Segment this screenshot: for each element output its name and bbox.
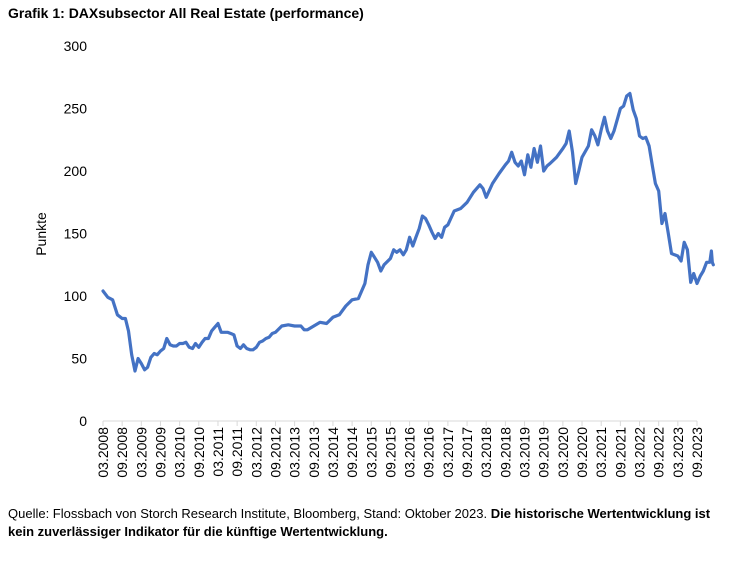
disclaimer-text: Die historische Wertentwicklung ist kein… <box>8 506 711 539</box>
y-tick-label: 250 <box>64 101 88 117</box>
x-tick-label: 03.2017 <box>440 427 456 478</box>
y-tick-label: 300 <box>64 38 88 54</box>
x-tick-label: 09.2018 <box>497 427 513 478</box>
x-tick-label: 09.2019 <box>536 427 552 478</box>
x-axis-labels: 03.2008 09.2008 03.2009 09.2009 03.2010 09.20… <box>95 427 705 478</box>
x-tick-label: 03.2009 <box>133 427 149 478</box>
x-tick-label: 03.2019 <box>517 427 533 478</box>
x-tick-label: 09.2013 <box>306 427 322 478</box>
chart-title: Grafik 1: DAXsubsector All Real Estate (… <box>8 5 364 21</box>
x-tick-label: 03.2021 <box>593 427 609 478</box>
y-tick-label: 100 <box>64 288 88 304</box>
x-tick-label: 09.2022 <box>651 427 667 478</box>
x-tick-label: 09.2023 <box>689 427 705 478</box>
x-tick-label: 03.2020 <box>555 427 571 478</box>
line-chart: 0 50 100 150 200 250 300 Punkte 03.2008 09.2008… <box>33 38 715 478</box>
x-tick-label: 03.2011 <box>210 427 226 477</box>
x-tick-label: 09.2016 <box>421 427 437 478</box>
series-line <box>101 91 715 373</box>
x-tick-label: 03.2022 <box>632 427 648 478</box>
x-tick-label: 09.2014 <box>344 427 360 478</box>
y-tick-label: 200 <box>64 163 88 179</box>
x-tick-label: 03.2016 <box>402 427 418 478</box>
x-tick-label: 03.2010 <box>172 427 188 478</box>
x-tick-label: 09.2020 <box>574 427 590 478</box>
source-note: Quelle: Flossbach von Storch Research In… <box>8 505 724 541</box>
x-tick-label: 03.2023 <box>670 427 686 478</box>
x-tick-label: 09.2011 <box>229 427 245 477</box>
x-tick-label: 09.2012 <box>267 427 283 478</box>
y-tick-label: 0 <box>79 413 87 429</box>
x-tick-label: 09.2009 <box>152 427 168 478</box>
x-tick-label: 09.2010 <box>191 427 207 478</box>
source-text: Quelle: Flossbach von Storch Research In… <box>8 506 491 521</box>
x-tick-label: 03.2018 <box>478 427 494 478</box>
x-tick-label: 03.2014 <box>325 427 341 478</box>
x-tick-label: 09.2015 <box>382 427 398 478</box>
y-axis: 0 50 100 150 200 250 300 <box>64 38 88 429</box>
x-tick-label: 03.2015 <box>363 427 379 478</box>
x-tick-label: 03.2012 <box>248 427 264 478</box>
x-tick-label: 03.2013 <box>287 427 303 478</box>
x-tick-label: 03.2008 <box>95 427 111 478</box>
y-tick-label: 50 <box>71 351 87 367</box>
x-axis-ticks <box>102 421 698 426</box>
chart-area: 0 50 100 150 200 250 300 Punkte 03.2008 09.2008… <box>0 26 732 496</box>
x-tick-label: 09.2008 <box>114 427 130 478</box>
x-tick-label: 09.2021 <box>612 427 628 478</box>
y-tick-label: 150 <box>64 226 88 242</box>
x-tick-label: 09.2017 <box>459 427 475 478</box>
y-axis-label: Punkte <box>33 212 49 256</box>
